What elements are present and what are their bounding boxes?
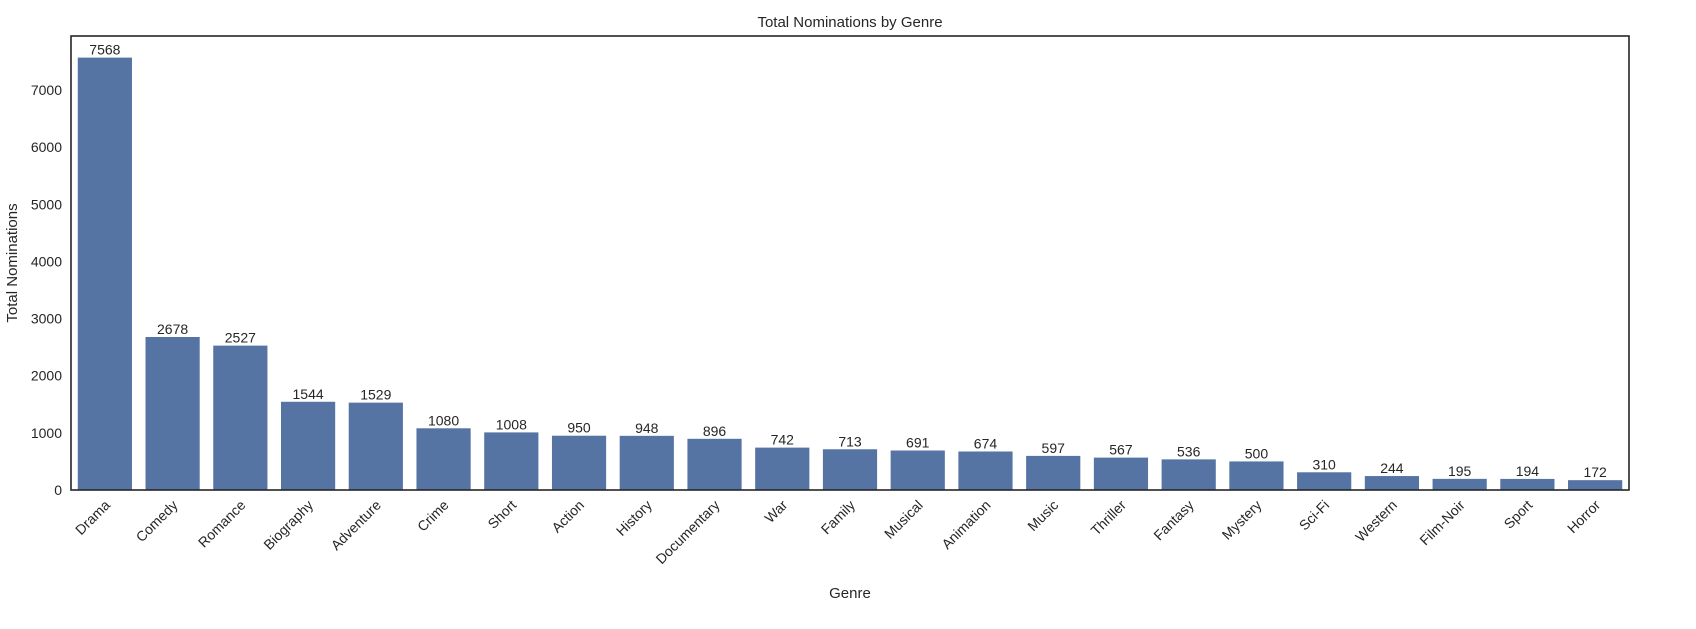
y-tick-label: 2000 [31, 368, 62, 384]
x-tick-label: Mystery [1219, 497, 1265, 543]
x-tick-label: Crime [414, 497, 452, 535]
x-tick-label: Film-Noir [1416, 497, 1468, 549]
data-label: 500 [1245, 445, 1269, 461]
data-label: 195 [1448, 463, 1472, 479]
bar-action [551, 435, 607, 490]
x-tick-label: Family [818, 497, 858, 537]
x-tick-label: Biography [260, 497, 316, 553]
bar-western [1364, 476, 1420, 490]
x-tick-label: Sci-Fi [1296, 497, 1333, 534]
data-label: 194 [1516, 463, 1540, 479]
bar-mystery [1229, 461, 1284, 490]
x-tick-label: Documentary [652, 497, 722, 567]
plot-frame [70, 35, 1630, 491]
y-tick-label: 6000 [31, 139, 62, 155]
bar-horror [1568, 480, 1623, 490]
y-tick-label: 5000 [31, 196, 62, 212]
x-tick-label: Thriller [1088, 497, 1130, 539]
data-label: 742 [771, 432, 795, 448]
bar-drama [77, 57, 132, 490]
x-tick-label: Music [1024, 497, 1061, 534]
bar-adventure [348, 402, 403, 490]
data-label: 1544 [293, 386, 324, 402]
bar-history [619, 435, 674, 490]
data-label: 674 [974, 435, 998, 451]
bar-sport [1500, 478, 1555, 490]
bar-romance [213, 345, 268, 490]
x-tick-label: Drama [72, 497, 113, 538]
bar-crime [416, 428, 471, 490]
bar-music [1026, 455, 1081, 490]
y-tick-label: 4000 [31, 253, 62, 269]
x-tick-label: Horror [1564, 497, 1604, 537]
y-tick-label: 1000 [31, 425, 62, 441]
data-label: 244 [1380, 460, 1404, 476]
bar-war [755, 447, 810, 490]
x-tick-label: Sport [1501, 497, 1536, 532]
bar-biography [280, 401, 336, 490]
data-label: 7568 [89, 42, 120, 58]
x-tick-label: History [613, 497, 655, 539]
data-label: 2678 [157, 321, 188, 337]
data-label: 172 [1583, 464, 1607, 480]
x-tick-label: Romance [195, 497, 249, 551]
x-tick-label: Fantasy [1150, 497, 1197, 544]
data-label: 950 [567, 420, 591, 436]
y-tick-label: 3000 [31, 311, 62, 327]
chart-title: Total Nominations by Genre [757, 14, 942, 31]
data-label: 1080 [428, 412, 459, 428]
x-tick-label: Comedy [133, 497, 181, 545]
data-label: 691 [906, 435, 930, 451]
bar-documentary [687, 438, 742, 490]
bar-fantasy [1161, 459, 1216, 490]
data-label: 1008 [496, 416, 527, 432]
data-label: 948 [635, 420, 659, 436]
x-tick-label: Adventure [328, 497, 385, 554]
x-tick-label: Action [548, 497, 587, 536]
bar-family [822, 449, 878, 490]
data-label: 1529 [360, 387, 391, 403]
x-tick-label: Musical [881, 497, 926, 542]
bar-thriller [1093, 457, 1149, 490]
x-tick-label: War [761, 497, 790, 526]
data-label: 896 [703, 423, 727, 439]
data-label: 310 [1312, 456, 1336, 472]
y-axis-label: Total Nominations [4, 203, 21, 322]
y-tick-label: 7000 [31, 82, 62, 98]
bar-sci-fi [1297, 472, 1352, 490]
x-tick-label: Animation [938, 497, 993, 552]
y-tick-label: 0 [54, 482, 62, 498]
x-axis-label: Genre [829, 585, 871, 602]
data-label: 567 [1109, 442, 1133, 458]
x-tick-label: Short [484, 497, 519, 532]
data-label: 713 [838, 433, 862, 449]
bar-film-noir [1432, 478, 1487, 490]
bar-musical [890, 450, 945, 490]
x-tick-label: Western [1352, 497, 1400, 545]
bar-short [484, 432, 539, 490]
data-label: 2527 [225, 330, 256, 346]
bar-animation [958, 451, 1013, 490]
data-label: 536 [1177, 443, 1201, 459]
data-label: 597 [1042, 440, 1066, 456]
bar-comedy [145, 336, 200, 490]
